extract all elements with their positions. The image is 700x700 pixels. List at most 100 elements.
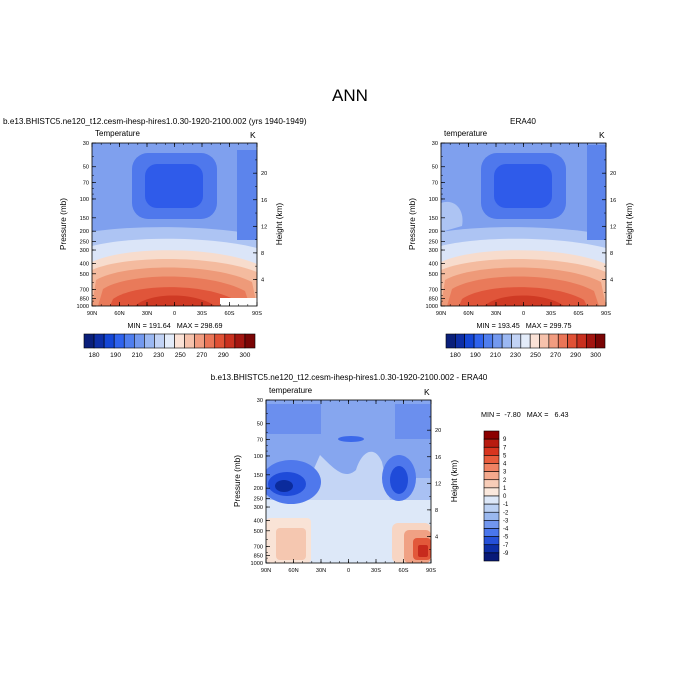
panel-difference-axes: 30 50 70 100 150 200 250 300 400 500 700 850 1000 20 1… bbox=[251, 398, 442, 574]
colorbar-swatch bbox=[483, 455, 500, 464]
colorbar-swatch bbox=[557, 333, 568, 349]
field-missing-corner bbox=[220, 298, 257, 306]
height-tick-label: 8 bbox=[261, 251, 264, 257]
colorbar-swatch bbox=[214, 333, 226, 349]
panel-era40: ERA40 temperature K 30507010015020025030… bbox=[408, 117, 634, 359]
x-tick-label: 30S bbox=[546, 311, 556, 317]
colorbar-swatch bbox=[164, 333, 175, 349]
colorbar-swatch bbox=[103, 333, 115, 349]
y-tick-label: 70 bbox=[257, 437, 263, 443]
colorbar-swatch bbox=[520, 333, 531, 349]
colorbar-label: 270 bbox=[196, 352, 207, 359]
colorbar-label: 290 bbox=[218, 352, 229, 359]
y-tick-label: 100 bbox=[254, 454, 263, 460]
panel-model-axes: 30 50 70 100 150 200 250 300 400 500 700 850 1000 20 1… bbox=[77, 141, 268, 317]
colorbar-swatch bbox=[445, 333, 456, 349]
panel-difference-stats: MIN = -7.80 MAX = 6.43 bbox=[481, 410, 569, 419]
colorbar-swatch bbox=[483, 528, 500, 537]
x-tick-label: 60N bbox=[114, 311, 124, 317]
diff-eq-cold-patch bbox=[338, 436, 364, 442]
colorbar-swatch bbox=[483, 552, 500, 562]
colorbar-swatch bbox=[483, 333, 494, 349]
x-tick-label: 90N bbox=[436, 311, 446, 317]
panel-era40-ylabel-right: Height (km) bbox=[625, 203, 634, 246]
colorbar-swatch bbox=[133, 333, 145, 349]
panel-era40-colorbar: 180 190 210 230 250 270 290 300 bbox=[445, 333, 606, 359]
colorbar-swatch bbox=[93, 333, 105, 349]
colorbar-label: 7 bbox=[503, 445, 507, 451]
height-tick-label: 12 bbox=[435, 481, 441, 487]
height-tick-label: 16 bbox=[610, 198, 616, 204]
colorbar-label: 190 bbox=[110, 352, 121, 359]
height-tick-label: 4 bbox=[435, 534, 438, 540]
field-trop-cold-inner bbox=[494, 164, 552, 208]
colorbar-swatch bbox=[483, 495, 500, 505]
colorbar-label: 250 bbox=[530, 352, 541, 359]
y-tick-label: 500 bbox=[429, 272, 438, 278]
colorbar-label: -1 bbox=[503, 502, 509, 508]
y-tick-label: 250 bbox=[254, 497, 263, 503]
y-tick-label: 200 bbox=[429, 229, 438, 235]
x-tick-label: 60S bbox=[574, 311, 584, 317]
colorbar-swatch bbox=[511, 333, 522, 349]
colorbar-swatch bbox=[464, 333, 475, 349]
colorbar-label: 230 bbox=[153, 352, 164, 359]
colorbar-swatch bbox=[483, 503, 500, 513]
y-tick-label: 850 bbox=[254, 553, 263, 559]
colorbar-swatch bbox=[483, 520, 500, 529]
y-tick-label: 150 bbox=[80, 216, 89, 222]
diff-upper-left-darker bbox=[266, 404, 321, 434]
colorbar-label: -7 bbox=[503, 543, 509, 549]
colorbar-label: 180 bbox=[450, 352, 461, 359]
x-tick-label: 90N bbox=[87, 311, 97, 317]
panel-model-ylabel-right: Height (km) bbox=[275, 203, 284, 246]
panel-model-colorbar: 180 190 210 230 250 270 290 300 bbox=[83, 333, 256, 359]
y-tick-label: 700 bbox=[429, 287, 438, 293]
colorbar-swatch bbox=[576, 333, 587, 349]
x-tick-label: 30S bbox=[197, 311, 207, 317]
colorbar-swatch bbox=[585, 333, 596, 349]
colorbar-label: -2 bbox=[503, 510, 509, 516]
height-tick-label: 16 bbox=[261, 198, 267, 204]
height-tick-label: 20 bbox=[435, 428, 441, 434]
colorbar-swatch bbox=[83, 333, 95, 349]
panel-difference-ylabel: Pressure (mb) bbox=[233, 455, 242, 507]
field-trop-cold-inner bbox=[145, 164, 203, 208]
panel-model-ylabel: Pressure (mb) bbox=[59, 198, 68, 250]
x-tick-label: 0 bbox=[173, 311, 176, 317]
panel-era40-stats: MIN = 193.45 MAX = 299.75 bbox=[476, 321, 571, 330]
colorbar-label: 190 bbox=[470, 352, 481, 359]
x-tick-label: 90S bbox=[601, 311, 611, 317]
y-tick-label: 1000 bbox=[77, 304, 89, 310]
colorbar-swatch bbox=[548, 333, 559, 349]
y-tick-label: 250 bbox=[80, 240, 89, 246]
height-tick-label: 12 bbox=[261, 224, 267, 230]
y-tick-label: 300 bbox=[80, 248, 89, 254]
colorbar-swatch bbox=[539, 333, 550, 349]
diff-mid-pale-wedge bbox=[300, 451, 390, 500]
y-tick-label: 850 bbox=[429, 296, 438, 302]
colorbar-label: 180 bbox=[89, 352, 100, 359]
colorbar-swatch bbox=[234, 333, 246, 349]
x-tick-label: 30N bbox=[142, 311, 152, 317]
height-tick-label: 20 bbox=[610, 171, 616, 177]
colorbar-label: -3 bbox=[503, 518, 509, 524]
x-tick-label: 0 bbox=[522, 311, 525, 317]
colorbar-swatch bbox=[483, 446, 500, 456]
figure-title: ANN bbox=[332, 86, 368, 105]
y-tick-label: 30 bbox=[432, 141, 438, 147]
colorbar-swatch bbox=[123, 333, 135, 349]
colorbar-swatch bbox=[473, 333, 484, 349]
colorbar-swatch bbox=[529, 333, 540, 349]
colorbar-swatch bbox=[455, 333, 466, 349]
y-tick-label: 50 bbox=[432, 165, 438, 171]
y-tick-label: 100 bbox=[80, 197, 89, 203]
colorbar-swatch bbox=[567, 333, 578, 349]
colorbar-swatch bbox=[595, 333, 606, 349]
colorbar-label: 300 bbox=[240, 352, 251, 359]
height-tick-label: 16 bbox=[435, 455, 441, 461]
x-tick-label: 0 bbox=[347, 568, 350, 574]
panel-difference-field bbox=[266, 400, 431, 563]
y-tick-label: 400 bbox=[429, 261, 438, 267]
panel-difference-colorbar: 9 7 5 4 3 2 1 0 -1 -2 -3 -4 -5 -7 -9 bbox=[483, 430, 509, 562]
